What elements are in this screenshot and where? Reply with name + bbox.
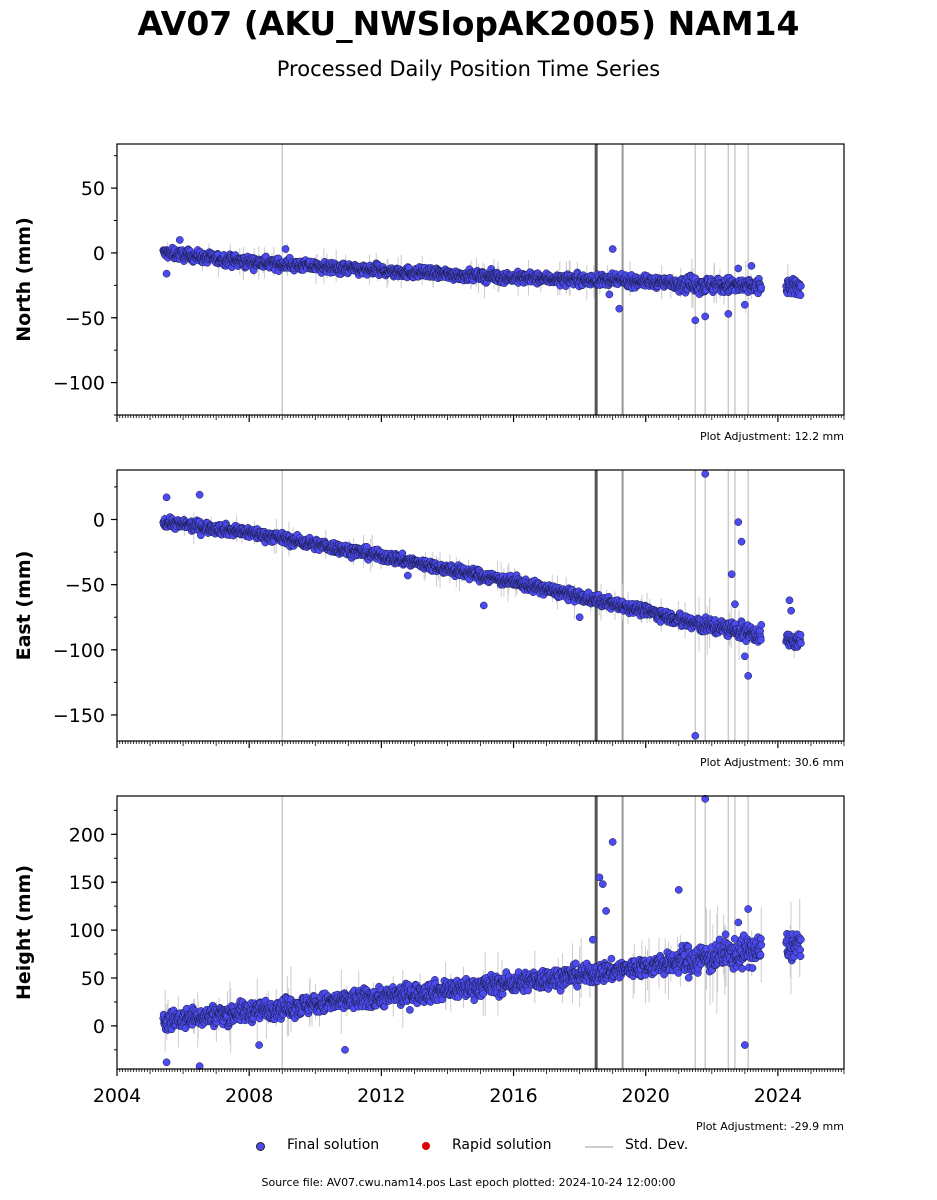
outlier-point-2 (403, 571, 412, 580)
outlier-point-6 (691, 316, 700, 325)
north-points (159, 236, 805, 325)
east-plot-adjustment: Plot Adjustment: 30.6 mm (700, 756, 844, 769)
outlier-point-1 (195, 490, 204, 499)
ytick-label: −150 (53, 705, 105, 727)
ytick-label: 50 (81, 178, 105, 200)
outlier-point-3 (605, 290, 614, 299)
east-points (159, 470, 805, 740)
outlier-point-1 (175, 236, 184, 244)
data-point-1546 (797, 639, 805, 648)
outlier-point-9 (727, 570, 736, 579)
data-point-1508 (757, 283, 766, 292)
outlier-point-7 (734, 518, 743, 526)
east-ylabel: East (mm) (13, 551, 35, 661)
north-panel: 50 0 −50 −100 North (mm) Plot Adjustment: 1… (13, 143, 845, 443)
outlier-point-12 (731, 600, 739, 609)
outlier-point-11 (747, 262, 756, 270)
data-point-1507 (757, 636, 765, 644)
ytick-label: −50 (65, 575, 105, 597)
east-panel: 0 −50 −100 −150 East (mm) Plot Adjustment: … (13, 469, 845, 769)
north-ylabel: North (mm) (13, 217, 35, 342)
ytick-label: −50 (65, 308, 105, 330)
outlier-point-2 (281, 245, 290, 253)
outlier-point-8 (737, 537, 746, 546)
ytick-label: 0 (93, 510, 105, 532)
chart-title: AV07 (AKU_NWSlopAK2005) NAM14 (137, 4, 800, 43)
data-point-1508 (757, 621, 766, 629)
outlier-point-5 (691, 731, 700, 740)
data-point-622 (406, 1006, 414, 1014)
outlier-point-0 (162, 269, 171, 278)
outlier-point-7 (701, 312, 710, 321)
ytick-label: −100 (53, 640, 105, 662)
outlier-point-3 (479, 601, 488, 610)
data-point-1044 (573, 982, 582, 991)
outlier-point-10 (741, 652, 749, 661)
outlier-point-14 (787, 606, 795, 615)
ytick-label: 0 (93, 243, 105, 265)
outlier-point-10 (741, 300, 749, 309)
data-point-1545 (796, 630, 805, 639)
outlier-point-4 (575, 613, 584, 622)
height-offset-lines (281, 796, 749, 1069)
outlier-point-11 (744, 672, 753, 680)
chart-subtitle: Processed Daily Position Time Series (276, 57, 661, 81)
outlier-point-13 (785, 596, 794, 605)
data-point-1546 (797, 282, 805, 290)
data-point-1545 (796, 291, 805, 300)
north-plot-adjustment: Plot Adjustment: 12.2 mm (700, 430, 844, 443)
height-points (159, 795, 805, 1070)
outlier-point-4 (608, 245, 617, 253)
outlier-point-6 (701, 470, 710, 478)
outlier-point-9 (734, 264, 743, 273)
outlier-point-5 (615, 304, 624, 313)
ytick-label: −100 (53, 373, 105, 395)
outlier-point-0 (162, 493, 171, 502)
outlier-point-8 (724, 310, 733, 318)
